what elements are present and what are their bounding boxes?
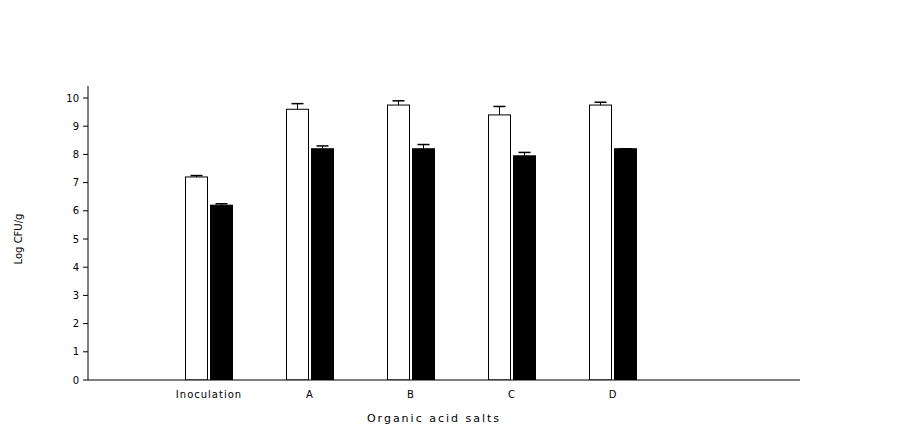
- x-tick-label: A: [306, 389, 314, 400]
- error-bar: [620, 148, 632, 149]
- error-bar: [317, 146, 329, 149]
- error-cap: [317, 145, 329, 147]
- error-whisker: [297, 104, 298, 110]
- error-bar: [292, 104, 304, 110]
- bar: [186, 177, 208, 380]
- error-whisker: [499, 106, 500, 114]
- y-tick-label: 7: [73, 177, 79, 188]
- bar: [287, 109, 309, 380]
- bar: [615, 149, 637, 380]
- y-tick: [83, 267, 88, 268]
- y-tick-label: 2: [73, 318, 79, 329]
- error-bar: [494, 106, 506, 114]
- error-cap: [216, 203, 228, 205]
- error-cap: [494, 106, 506, 108]
- y-tick: [83, 295, 88, 296]
- bar: [489, 115, 511, 380]
- bar: [514, 156, 536, 380]
- chart-svg: 0 1 2 3 4 5 6 7 8 9 10 Inoculation A B C D Organic acid …: [0, 0, 915, 436]
- error-cap: [620, 148, 632, 150]
- error-bar: [418, 145, 430, 149]
- y-tick-label: 10: [66, 93, 79, 104]
- bars-group: [186, 101, 637, 380]
- error-bar: [216, 204, 228, 205]
- error-cap: [519, 152, 531, 154]
- bar: [413, 149, 435, 380]
- y-tick-label: 8: [73, 149, 79, 160]
- error-cap: [393, 100, 405, 102]
- x-tick-label: Inoculation: [176, 389, 242, 400]
- y-axis-line: [88, 86, 89, 380]
- error-cap: [418, 144, 430, 146]
- bar: [312, 149, 334, 380]
- y-tick: [83, 239, 88, 240]
- y-tick-label: 6: [73, 205, 79, 216]
- y-tick-label: 9: [73, 121, 79, 132]
- y-tick-label: 3: [73, 290, 79, 301]
- x-axis-label: Organic acid salts: [367, 412, 501, 425]
- bar: [388, 105, 410, 380]
- x-axis-line: [88, 380, 800, 381]
- error-bar: [191, 176, 203, 177]
- bar: [211, 205, 233, 380]
- chart-container: 0 1 2 3 4 5 6 7 8 9 10 Inoculation A B C D Organic acid …: [0, 0, 915, 436]
- error-bar: [519, 152, 531, 155]
- error-bar: [393, 101, 405, 105]
- error-cap: [191, 175, 203, 177]
- bar: [590, 105, 612, 380]
- y-tick: [83, 323, 88, 324]
- y-tick: [83, 154, 88, 155]
- y-axis-label: Log CFU/g: [13, 214, 24, 265]
- x-tick-label: D: [609, 389, 618, 400]
- y-tick-label: 4: [73, 262, 79, 273]
- error-bar: [595, 102, 607, 105]
- y-tick-label: 0: [73, 375, 79, 386]
- y-tick-label: 5: [73, 234, 79, 245]
- y-tick: [83, 126, 88, 127]
- y-tick: [83, 98, 88, 99]
- y-tick: [83, 210, 88, 211]
- y-tick-label: 1: [73, 346, 79, 357]
- error-cap: [292, 103, 304, 105]
- x-tick-label: C: [508, 389, 516, 400]
- x-tick-label: B: [407, 389, 415, 400]
- error-cap: [595, 101, 607, 103]
- y-tick: [83, 380, 88, 381]
- y-tick: [83, 182, 88, 183]
- y-tick: [83, 351, 88, 352]
